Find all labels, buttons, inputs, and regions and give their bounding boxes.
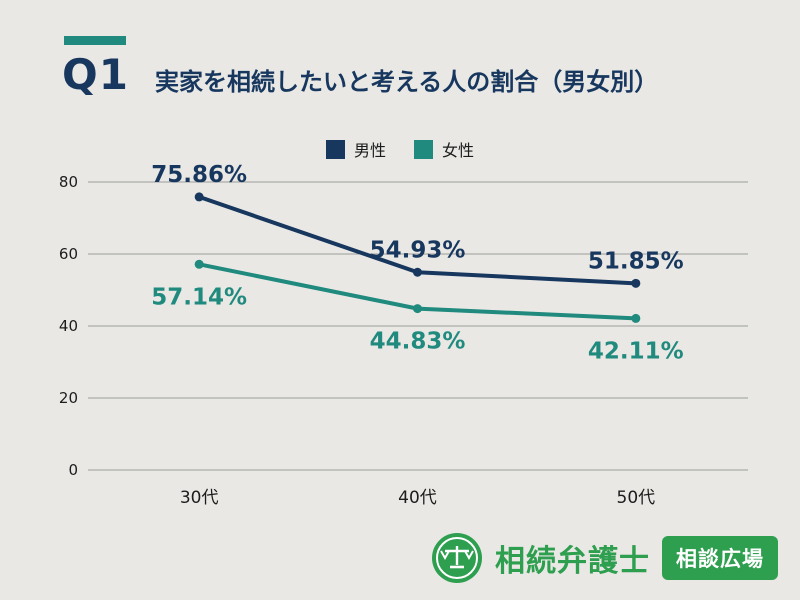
data-label: 54.93% [370, 237, 466, 263]
y-tick-label: 60 [59, 245, 78, 263]
legend-swatch-female [414, 139, 433, 159]
y-tick-label: 20 [59, 389, 78, 407]
scales-icon [432, 533, 482, 583]
legend-label-male: 男性 [353, 141, 386, 160]
data-point [194, 192, 204, 202]
legend-item-female: 女性 [414, 137, 474, 161]
legend-label-female: 女性 [442, 141, 475, 160]
data-label: 42.11% [588, 338, 684, 364]
data-point [194, 259, 204, 269]
accent-bar [64, 36, 126, 45]
legend-item-male: 男性 [325, 137, 386, 161]
data-label: 51.85% [588, 248, 684, 274]
data-label: 57.14% [151, 284, 247, 310]
question-number: Q1 [62, 50, 129, 99]
legend-swatch-male [325, 139, 345, 159]
y-tick-label: 40 [59, 317, 78, 335]
y-tick-label: 80 [59, 173, 78, 191]
data-point [413, 304, 422, 314]
data-label: 44.83% [370, 329, 466, 355]
x-tick-label: 50代 [617, 488, 656, 508]
data-label: 75.86% [151, 162, 247, 188]
data-point [631, 313, 641, 323]
data-point [631, 278, 641, 288]
x-tick-label: 40代 [398, 488, 437, 508]
brand-footer: 相続弁護士 相談広場 [431, 532, 778, 584]
chart-legend: 男性 女性 [0, 137, 800, 161]
data-point [413, 267, 422, 277]
y-tick-label: 0 [68, 461, 78, 479]
x-tick-label: 30代 [180, 488, 219, 508]
brand-badge: 相談広場 [662, 536, 778, 580]
brand-name: 相続弁護士 [495, 544, 650, 579]
line-chart: 80 60 40 20 0 30代 40代 50代 75.86% 54.93% 51.85% 57.1… [59, 162, 748, 508]
chart-title: 実家を相続したいと考える人の割合（男女別） [155, 68, 659, 96]
